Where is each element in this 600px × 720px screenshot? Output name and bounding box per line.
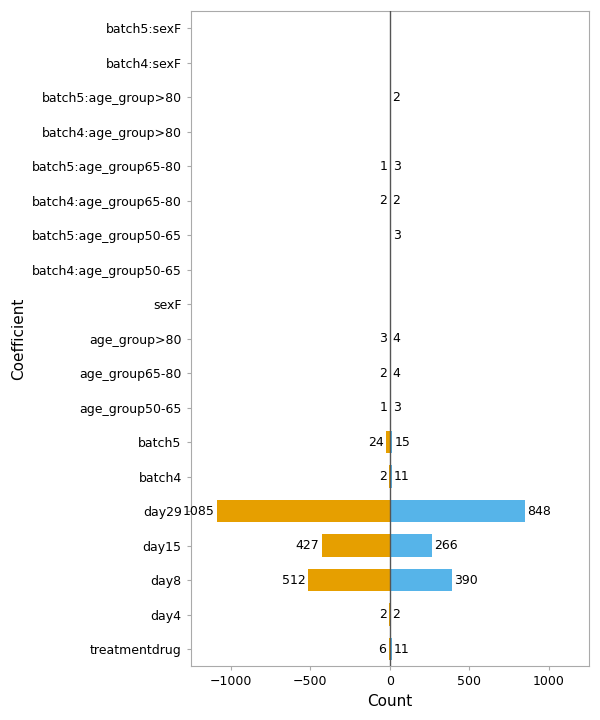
Bar bbox=[386, 431, 390, 454]
Y-axis label: Coefficient: Coefficient bbox=[11, 297, 26, 380]
Text: 24: 24 bbox=[368, 436, 383, 449]
Bar bbox=[390, 534, 432, 557]
Text: 11: 11 bbox=[394, 470, 410, 483]
Text: 2: 2 bbox=[379, 608, 387, 621]
Text: 2: 2 bbox=[392, 194, 400, 207]
Bar bbox=[390, 638, 392, 660]
X-axis label: Count: Count bbox=[367, 694, 412, 709]
Text: 2: 2 bbox=[392, 608, 400, 621]
Text: 266: 266 bbox=[434, 539, 458, 552]
Text: 390: 390 bbox=[454, 574, 478, 587]
Bar bbox=[389, 638, 390, 660]
Text: 2: 2 bbox=[392, 91, 400, 104]
Text: 2: 2 bbox=[380, 194, 388, 207]
Text: 4: 4 bbox=[393, 366, 401, 379]
Text: 2: 2 bbox=[379, 470, 387, 483]
Bar bbox=[390, 431, 392, 454]
Text: 6: 6 bbox=[379, 642, 386, 656]
Text: 848: 848 bbox=[527, 505, 551, 518]
Text: 1: 1 bbox=[380, 401, 388, 414]
Text: 3: 3 bbox=[392, 229, 401, 242]
Text: 2: 2 bbox=[380, 366, 388, 379]
Text: 512: 512 bbox=[282, 574, 306, 587]
Bar bbox=[390, 465, 392, 488]
Text: 3: 3 bbox=[392, 401, 401, 414]
Bar bbox=[390, 569, 452, 591]
Text: 1085: 1085 bbox=[183, 505, 215, 518]
Bar bbox=[390, 328, 391, 350]
Bar bbox=[322, 534, 390, 557]
Bar bbox=[217, 500, 390, 522]
Text: 427: 427 bbox=[296, 539, 319, 552]
Bar bbox=[390, 500, 525, 522]
Text: 15: 15 bbox=[395, 436, 410, 449]
Bar bbox=[308, 569, 390, 591]
Text: 1: 1 bbox=[380, 160, 388, 173]
Text: 4: 4 bbox=[393, 332, 401, 345]
Text: 3: 3 bbox=[392, 160, 401, 173]
Text: 11: 11 bbox=[394, 642, 410, 656]
Text: 3: 3 bbox=[380, 332, 388, 345]
Bar bbox=[390, 362, 391, 384]
